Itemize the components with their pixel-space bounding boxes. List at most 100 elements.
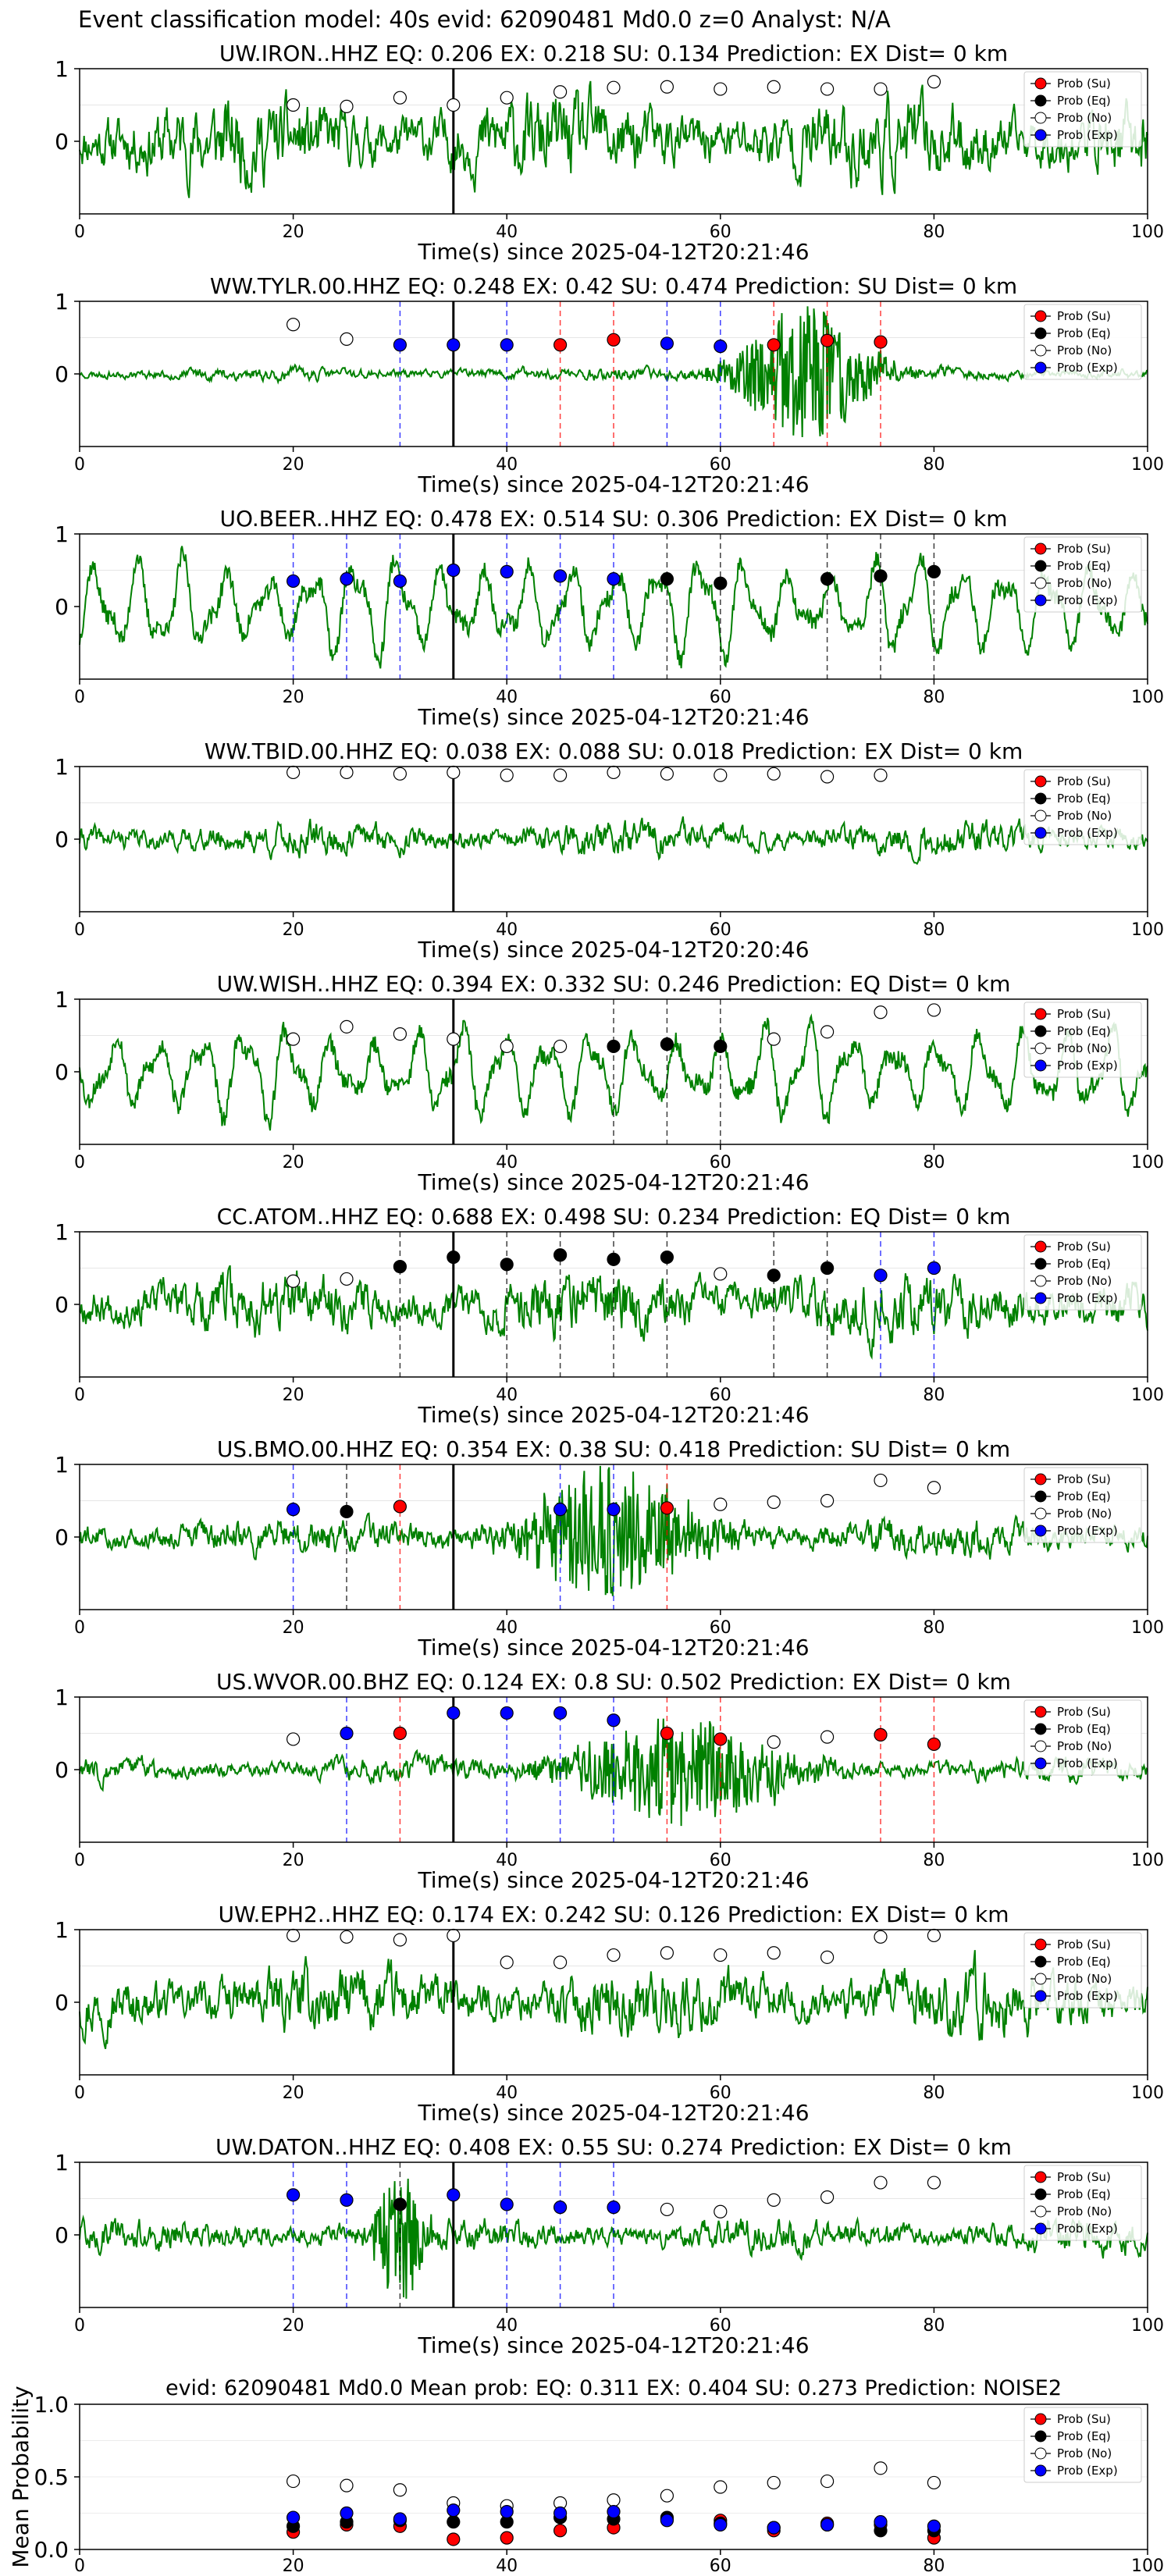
prob-point-exp <box>553 1503 568 1517</box>
legend-box <box>1023 769 1142 845</box>
x-tick-label: 80 <box>923 222 945 242</box>
legend-marker-su <box>1034 775 1047 788</box>
legend: Prob (Su) Prob (Eq) Prob (No) Prob (Exp) <box>1023 1234 1142 1311</box>
mean-point-no <box>287 2474 301 2489</box>
prob-point-eq <box>393 1260 408 1274</box>
y-tick-label: 1 <box>55 56 69 82</box>
legend: Prob (Su) Prob (Eq) Prob (No) Prob (Exp) <box>1023 71 1142 148</box>
prob-point-no <box>393 1933 408 1947</box>
prob-point-exp <box>714 340 728 354</box>
legend-label-no: Prob (No) <box>1057 1972 1112 1986</box>
prob-point-no <box>553 85 568 99</box>
prob-point-eq <box>447 1250 461 1265</box>
x-tick-label: 60 <box>710 2316 731 2336</box>
x-tick-label: 60 <box>710 920 731 940</box>
prob-point-exp <box>500 564 514 578</box>
prob-point-no <box>660 2202 674 2217</box>
legend-marker-exp <box>1034 1059 1047 1072</box>
panel-3: UO.BEER..HHZ EQ: 0.478 EX: 0.514 SU: 0.3… <box>55 506 1164 730</box>
prob-point-no <box>553 1955 568 1969</box>
panel-1: UW.IRON..HHZ EQ: 0.206 EX: 0.218 SU: 0.1… <box>55 41 1164 265</box>
x-tick-label: 0 <box>74 1153 85 1172</box>
x-axis-label: Time(s) since 2025-04-12T20:21:46 <box>417 1169 809 1195</box>
prob-point-exp <box>660 336 674 350</box>
prob-point-no <box>927 1481 941 1495</box>
prob-point-eq <box>393 2197 408 2211</box>
y-tick-label: 0 <box>55 1757 69 1783</box>
prob-point-eq <box>767 1268 781 1283</box>
legend-marker-eq <box>1034 1025 1047 1037</box>
waveform-trace <box>79 2178 1148 2299</box>
legend-label-no: Prob (No) <box>1057 2204 1112 2218</box>
x-tick-label: 100 <box>1131 688 1164 707</box>
legend-marker-no <box>1034 2447 1047 2460</box>
x-tick-label: 20 <box>283 2316 304 2336</box>
prob-point-su <box>820 333 835 347</box>
x-tick-label: 60 <box>710 688 731 707</box>
x-axis-label: Time(s) since 2025-04-12T20:21:46 <box>417 1402 809 1428</box>
x-axis-label: Time(s) since 2025-04-12T20:21:46 <box>417 2332 809 2358</box>
legend-marker-no <box>1034 1740 1047 1752</box>
mean-point-exp <box>287 2510 301 2524</box>
legend: Prob (Su) Prob (Eq) Prob (No) Prob (Exp) <box>1023 304 1142 380</box>
prob-point-no <box>767 80 781 94</box>
legend-box <box>1023 71 1142 148</box>
prob-point-exp <box>607 1503 621 1517</box>
mean-point-no <box>927 2475 941 2490</box>
prob-point-no <box>607 765 621 780</box>
prob-point-su <box>874 1727 888 1742</box>
mean-point-no <box>767 2475 781 2490</box>
mean-point-exp <box>607 2505 621 2519</box>
prob-point-no <box>874 1473 888 1488</box>
prob-point-no <box>393 91 408 105</box>
prob-point-no <box>447 765 461 780</box>
panel-title: WW.TYLR.00.HHZ EQ: 0.248 EX: 0.42 SU: 0.… <box>210 273 1017 299</box>
prob-point-no <box>767 2193 781 2207</box>
prob-point-exp <box>607 1713 621 1727</box>
legend-marker-eq <box>1034 94 1047 107</box>
prob-point-no <box>287 318 301 332</box>
mean-point-eq <box>447 2515 461 2529</box>
prob-point-no <box>340 332 354 346</box>
x-axis-label: Time(s) since 2025-04-12T20:21:46 <box>417 704 809 730</box>
x-tick-label: 100 <box>1131 1386 1164 1405</box>
y-tick-label: 1 <box>55 987 69 1012</box>
legend-marker-su <box>1034 2413 1047 2425</box>
mean-point-no <box>393 2483 408 2497</box>
prob-point-no <box>393 1027 408 1041</box>
prob-point-eq <box>660 572 674 586</box>
x-tick-label: 0 <box>74 688 85 707</box>
legend-box <box>1023 1932 1142 2008</box>
prob-point-no <box>820 1730 835 1744</box>
prob-point-eq <box>874 569 888 583</box>
legend-label-exp: Prob (Exp) <box>1057 128 1118 142</box>
legend: Prob (Su) Prob (Eq) Prob (No) Prob (Exp) <box>1023 2165 1142 2241</box>
legend: Prob (Su) Prob (Eq) Prob (No) Prob (Exp) <box>1023 1932 1142 2008</box>
prob-point-eq <box>820 572 835 586</box>
mean-point-exp <box>820 2517 835 2532</box>
legend: Prob (Su) Prob (Eq) Prob (No) Prob (Exp) <box>1023 536 1142 613</box>
x-tick-label: 40 <box>496 2083 518 2103</box>
prob-point-exp <box>393 338 408 352</box>
legend-box <box>1023 1699 1142 1776</box>
prob-point-eq <box>500 1258 514 1272</box>
legend-marker-no <box>1034 112 1047 124</box>
x-tick-label: 0 <box>74 1386 85 1405</box>
mean-point-exp <box>340 2506 354 2521</box>
prob-point-exp <box>553 1706 568 1720</box>
y-tick-label: 0.5 <box>34 2464 69 2490</box>
legend-label-su: Prob (Su) <box>1057 1240 1111 1254</box>
legend-label-no: Prob (No) <box>1057 343 1112 358</box>
x-tick-label: 80 <box>923 2316 945 2336</box>
x-tick-label: 80 <box>923 455 945 475</box>
prob-point-no <box>340 1019 354 1034</box>
prob-point-no <box>447 1032 461 1046</box>
prob-point-no <box>874 768 888 782</box>
y-tick-label: 0 <box>55 2222 69 2248</box>
legend-marker-su <box>1034 1240 1047 1253</box>
legend-label-su: Prob (Su) <box>1057 1937 1111 1952</box>
legend-label-eq: Prob (Eq) <box>1057 94 1111 108</box>
legend-label-eq: Prob (Eq) <box>1057 326 1111 340</box>
prob-point-no <box>820 1025 835 1039</box>
legend-box <box>1023 2165 1142 2241</box>
